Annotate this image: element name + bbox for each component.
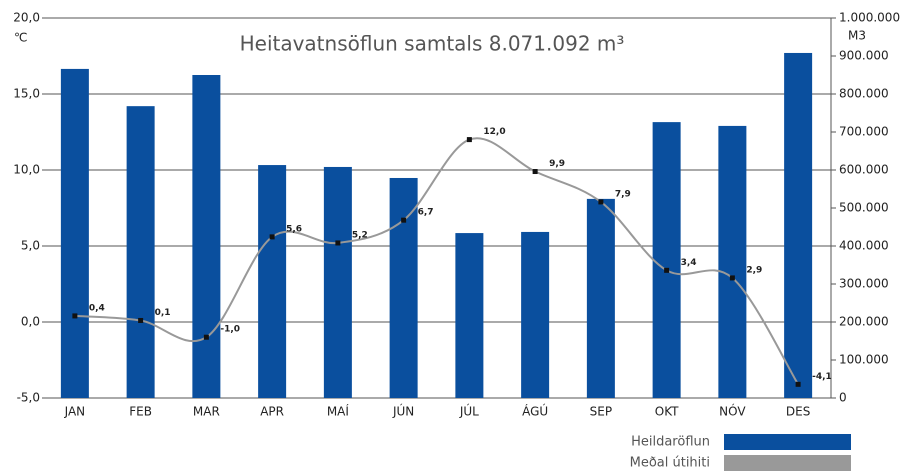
value-label: 5,2 bbox=[352, 230, 368, 240]
line-marker bbox=[203, 334, 209, 340]
y-tick-label: 10,0 bbox=[13, 163, 40, 177]
y2-tick-label: 100.000 bbox=[839, 353, 889, 367]
legend-label: Meðal útihiti bbox=[630, 456, 710, 471]
value-label: 2,9 bbox=[746, 265, 762, 275]
line-marker bbox=[72, 313, 78, 319]
line-marker bbox=[598, 199, 604, 205]
line-marker bbox=[269, 234, 275, 240]
y2-tick-label: 200.000 bbox=[839, 315, 889, 329]
value-label: 0,1 bbox=[155, 308, 171, 318]
value-label: 3,4 bbox=[681, 258, 697, 268]
line-marker bbox=[138, 317, 144, 323]
bar bbox=[521, 231, 550, 398]
y2-tick-label: 0 bbox=[839, 391, 847, 405]
x-tick-label: APR bbox=[260, 405, 284, 419]
line-marker bbox=[729, 275, 735, 281]
y2-tick-label: 700.000 bbox=[839, 125, 889, 139]
value-label: -1,0 bbox=[220, 325, 240, 335]
line-marker bbox=[335, 240, 341, 246]
x-tick-label: NÓV bbox=[719, 404, 746, 419]
value-label: 5,6 bbox=[286, 224, 302, 234]
value-label: 9,9 bbox=[549, 159, 565, 169]
bar bbox=[126, 106, 155, 398]
bar bbox=[784, 52, 813, 399]
x-tick-label: OKT bbox=[655, 405, 679, 419]
x-tick-label: JÚL bbox=[459, 404, 479, 419]
y2-tick-label: 900.000 bbox=[839, 49, 889, 63]
bar bbox=[652, 122, 681, 399]
value-label: 6,7 bbox=[418, 208, 434, 218]
bar bbox=[718, 125, 747, 399]
line-marker bbox=[466, 137, 472, 143]
x-tick-label: MAR bbox=[193, 405, 220, 419]
y2-tick-label: 400.000 bbox=[839, 239, 889, 253]
x-tick-label: MAÍ bbox=[327, 404, 350, 419]
bar bbox=[586, 198, 615, 398]
bar bbox=[258, 165, 287, 398]
x-tick-label: DES bbox=[786, 405, 810, 419]
y-tick-label: 5,0 bbox=[21, 239, 40, 253]
y2-tick-label: 300.000 bbox=[839, 277, 889, 291]
y-tick-label: 15,0 bbox=[13, 87, 40, 101]
y2-tick-label: 600.000 bbox=[839, 163, 889, 177]
legend-swatch bbox=[724, 455, 851, 471]
value-label: -4,1 bbox=[812, 372, 832, 382]
y2-tick-label: 1.000.000 bbox=[839, 11, 900, 25]
y2-tick-label: 800.000 bbox=[839, 87, 889, 101]
x-tick-label: ÁGÚ bbox=[522, 404, 548, 419]
x-tick-label: FEB bbox=[129, 405, 152, 419]
x-tick-label: JAN bbox=[64, 405, 86, 419]
legend-label: Heildaröflun bbox=[631, 435, 710, 450]
y-tick-label: -5,0 bbox=[17, 391, 40, 405]
line-marker bbox=[532, 169, 538, 175]
y2-tick-label: 500.000 bbox=[839, 201, 889, 215]
legend-swatch bbox=[724, 434, 851, 450]
y-tick-label: 20,0 bbox=[13, 11, 40, 25]
value-label: 0,4 bbox=[89, 303, 105, 313]
bar bbox=[455, 233, 484, 398]
y2-axis-label: M3 bbox=[848, 29, 866, 43]
line-marker bbox=[401, 217, 407, 223]
bar bbox=[60, 68, 89, 399]
bar bbox=[192, 75, 221, 398]
y-axis-label: ℃ bbox=[14, 31, 27, 45]
line-marker bbox=[795, 381, 801, 387]
value-label: 7,9 bbox=[615, 189, 631, 199]
x-tick-label: SEP bbox=[590, 405, 612, 419]
bar bbox=[323, 166, 352, 398]
chart-title: Heitavatnsöflun samtals 8.071.092 m³ bbox=[240, 32, 625, 56]
y-tick-label: 0,0 bbox=[21, 315, 40, 329]
x-tick-label: JÚN bbox=[392, 404, 414, 419]
bar bbox=[389, 177, 418, 398]
value-label: 12,0 bbox=[483, 127, 505, 137]
line-marker bbox=[664, 267, 670, 273]
